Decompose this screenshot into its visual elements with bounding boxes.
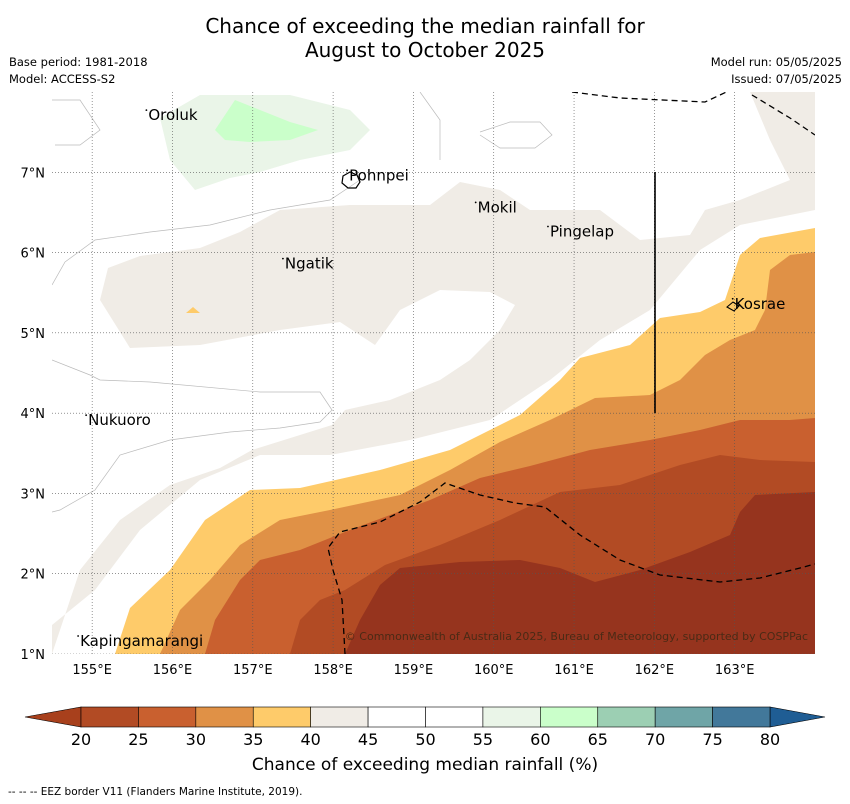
x-axis-ticks: 155°E 156°E 157°E 158°E 159°E 160°E 161°E 162°E… (72, 663, 754, 678)
y-tick-label: 7°N (21, 166, 46, 181)
x-tick-label: 157°E (233, 663, 273, 678)
gridlines (52, 92, 815, 654)
title-line-1: Chance of exceeding the median rainfall … (205, 14, 645, 38)
colorbar-tick-label: 25 (128, 730, 148, 749)
colorbar-tick-label: 80 (760, 730, 780, 749)
place-label: Kosrae (735, 295, 786, 313)
contour-fleck (186, 307, 200, 313)
x-tick-label: 160°E (474, 663, 514, 678)
colorbar-tick-label: 50 (415, 730, 435, 749)
place-marker (282, 257, 284, 260)
x-tick-label: 162°E (635, 663, 675, 678)
colorbar-swatch (425, 706, 484, 728)
place-labels: Oroluk Pohnpei Mokil Pingelap Ngatik Kosrae Nu… (77, 106, 785, 650)
colorbar-swatch (310, 706, 369, 728)
y-axis-ticks: 1°N 2°N 3°N 4°N 5°N 6°N 7°N (21, 166, 46, 663)
colorbar-tick-label: 20 (71, 730, 91, 749)
place-marker (346, 169, 349, 172)
x-tick-label: 163°E (715, 663, 755, 678)
place-marker (474, 201, 477, 204)
colorbar-extend-high (769, 706, 826, 728)
contour-60-65 (215, 100, 318, 142)
colorbar-swatch (80, 706, 139, 728)
place-marker (85, 414, 88, 417)
colorbar-tick-label: 55 (473, 730, 493, 749)
y-tick-label: 6°N (21, 247, 46, 262)
colorbar-tick-label: 35 (243, 730, 263, 749)
thin-contours (52, 92, 553, 513)
colorbar-tick-label: 45 (358, 730, 378, 749)
place-label: Oroluk (148, 106, 197, 124)
place-label: Kapingamarangi (80, 632, 203, 650)
colorbar-tick-label: 60 (530, 730, 550, 749)
colorbar-tick-label: 30 (186, 730, 206, 749)
colorbar-tick-label: 75 (702, 730, 722, 749)
place-label: Pingelap (550, 223, 614, 241)
colorbar-label: Chance of exceeding median rainfall (%) (251, 755, 599, 775)
place-label: Mokil (478, 198, 517, 216)
eez-border-ne (751, 94, 815, 136)
copyright-text: © Commonwealth of Australia 2025, Bureau… (345, 630, 808, 643)
place-label: Ngatik (285, 255, 334, 273)
place-label: Nukuoro (88, 411, 151, 429)
eez-border-north (571, 92, 728, 103)
colorbar-tick-label: 40 (300, 730, 320, 749)
y-tick-label: 1°N (21, 648, 46, 663)
contour-line-mid (52, 179, 361, 286)
chart-title: Chance of exceeding the median rainfall … (0, 14, 850, 62)
colorbar-swatch (195, 706, 254, 728)
meta-right: Model run: 05/05/2025 Issued: 07/05/2025 (711, 54, 842, 88)
eez-border-south (327, 482, 815, 654)
place-marker (77, 635, 80, 637)
issued-text: Issued: 07/05/2025 (731, 72, 842, 86)
y-tick-label: 3°N (21, 487, 46, 502)
y-tick-label: 5°N (21, 327, 46, 342)
model-run-text: Model run: 05/05/2025 (710, 55, 842, 69)
x-tick-label: 156°E (153, 663, 193, 678)
colorbar-swatch (138, 706, 197, 728)
y-tick-label: 2°N (21, 568, 46, 583)
base-period-text: Base period: 1981-2018 (9, 55, 148, 69)
title-line-2: August to October 2025 (304, 38, 546, 62)
place-marker (547, 225, 549, 228)
colorbar-tick-label: 70 (645, 730, 665, 749)
colorbar-swatch (540, 706, 599, 728)
contour-40-45 (52, 92, 815, 654)
x-tick-label: 159°E (394, 663, 434, 678)
place-label: Pohnpei (349, 166, 409, 184)
colorbar-swatch (482, 706, 541, 728)
place-marker (731, 297, 734, 300)
contour-line-loop (479, 121, 553, 149)
place-marker (145, 109, 148, 111)
model-text: Model: ACCESS-S2 (9, 72, 116, 86)
eez-footnote: -- -- -- EEZ border V11 (Flanders Marine… (8, 786, 303, 798)
x-tick-label: 161°E (554, 663, 594, 678)
colorbar-extend-low (24, 706, 82, 728)
contour-below-20 (345, 492, 815, 654)
y-tick-label: 4°N (21, 407, 46, 422)
colorbar-swatch (712, 706, 771, 728)
map-area: Oroluk Pohnpei Mokil Pingelap Ngatik Kosrae Nu… (52, 92, 815, 654)
contour-55-60 (160, 95, 370, 190)
colorbar-swatch (597, 706, 656, 728)
x-tick-label: 155°E (72, 663, 112, 678)
colorbar-tick-label: 65 (588, 730, 608, 749)
kosrae-island (726, 301, 740, 312)
contour-line-nw (52, 99, 101, 146)
eez-borders (327, 92, 815, 654)
colorbar-swatch (654, 706, 713, 728)
colorbar: 20 25 30 35 40 45 50 55 60 65 70 75 80 (24, 706, 826, 749)
contour-line-north (419, 92, 441, 160)
contour-line-south (52, 359, 333, 513)
pohnpei-island (341, 171, 361, 189)
x-tick-label: 158°E (313, 663, 353, 678)
meta-left: Base period: 1981-2018 Model: ACCESS-S2 (9, 54, 148, 88)
colorbar-swatch (252, 706, 311, 728)
colorbar-swatch (367, 706, 426, 728)
